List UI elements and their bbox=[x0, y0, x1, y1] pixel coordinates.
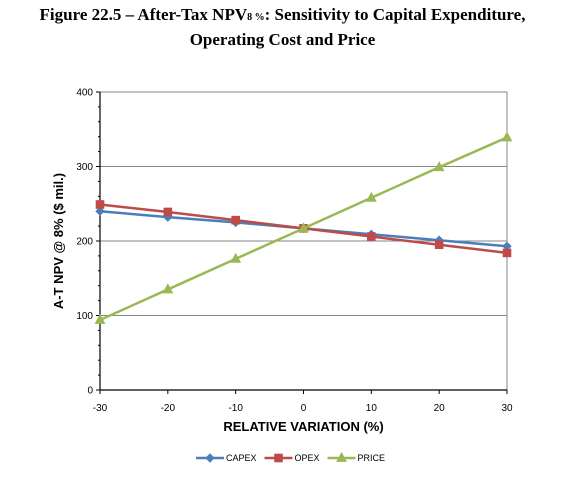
x-tick-label: -30 bbox=[93, 403, 108, 414]
x-tick-label: -20 bbox=[161, 403, 176, 414]
legend-label-price: PRICE bbox=[358, 453, 386, 463]
x-tick-label: -10 bbox=[228, 403, 243, 414]
x-tick-labels: -30 -20 -10 0 10 20 30 bbox=[93, 403, 513, 414]
x-tick-label: 10 bbox=[366, 403, 378, 414]
y-axis-label: A-T NPV @ 8% ($ mil.) bbox=[51, 173, 66, 309]
x-tick-label: 30 bbox=[501, 403, 513, 414]
data-point-price bbox=[230, 252, 242, 263]
title-suffix: : Sensitivity to Capital Expenditure, bbox=[264, 5, 526, 24]
data-point-price bbox=[162, 283, 174, 294]
title-prefix: Figure 22.5 – After-Tax NPV bbox=[39, 5, 248, 24]
figure-title-line-1: Figure 22.5 – After-Tax NPV8 %: Sensitiv… bbox=[0, 4, 565, 29]
axes bbox=[96, 91, 508, 394]
y-tick-label: 300 bbox=[76, 162, 93, 173]
legend-marker-capex bbox=[205, 453, 215, 463]
legend-item-price: PRICE bbox=[327, 451, 386, 463]
data-point-opex bbox=[434, 240, 444, 250]
x-axis-label: RELATIVE VARIATION (%) bbox=[223, 419, 383, 434]
data-point-opex bbox=[367, 232, 376, 241]
series-group bbox=[94, 131, 513, 324]
legend-item-opex: OPEX bbox=[264, 453, 320, 463]
data-point-price bbox=[501, 131, 513, 142]
data-point-price bbox=[298, 222, 309, 233]
legend-marker-price bbox=[336, 451, 347, 462]
data-point-opex bbox=[95, 200, 105, 209]
data-point-price bbox=[365, 191, 377, 202]
y-tick-label: 100 bbox=[76, 311, 93, 322]
legend-label-capex: CAPEX bbox=[226, 453, 257, 463]
data-point-opex bbox=[502, 248, 512, 258]
legend-marker-opex bbox=[274, 453, 283, 463]
data-point-price bbox=[433, 161, 445, 172]
figure-title: Figure 22.5 – After-Tax NPV8 %: Sensitiv… bbox=[0, 4, 565, 51]
data-point-capex bbox=[95, 206, 105, 216]
figure-title-line-2: Operating Cost and Price bbox=[189, 30, 376, 49]
legend: CAPEX OPEX PRICE bbox=[196, 451, 386, 463]
series-price bbox=[94, 131, 513, 324]
legend-label-opex: OPEX bbox=[295, 453, 320, 463]
y-tick-label: 400 bbox=[76, 88, 93, 99]
y-tick-label: 0 bbox=[87, 386, 93, 397]
x-tick-label: 20 bbox=[434, 403, 446, 414]
y-tick-label: 200 bbox=[76, 237, 93, 248]
title-subscript: 8 % bbox=[247, 12, 265, 23]
data-point-opex bbox=[231, 215, 240, 225]
x-tick-label: 0 bbox=[301, 403, 307, 414]
legend-item-capex: CAPEX bbox=[196, 453, 257, 463]
data-point-price bbox=[94, 313, 106, 324]
data-point-opex bbox=[163, 207, 173, 217]
y-tick-labels: 0 100 200 300 400 bbox=[76, 88, 93, 397]
